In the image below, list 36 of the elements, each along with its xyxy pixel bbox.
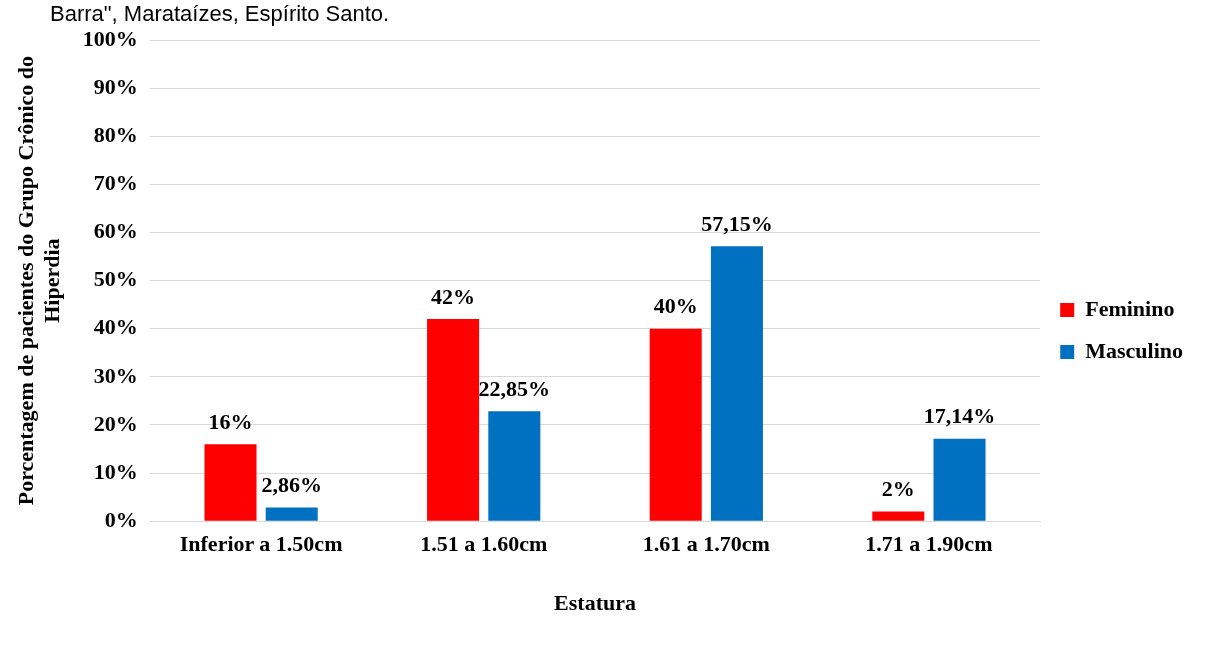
x-tick-label: Inferior a 1.50cm (179, 531, 343, 557)
data-label: 16% (208, 408, 253, 434)
legend-label: Feminino (1085, 295, 1175, 321)
y-tick-label: 40% (93, 314, 138, 340)
y-tick-label: 90% (93, 73, 138, 99)
bar (488, 411, 541, 521)
text: Barra", Marataízes, Espírito Santo. (50, 1, 390, 27)
bar (204, 444, 257, 521)
x-tick-label: 1.51 a 1.60cm (420, 531, 548, 557)
y-tick-label: 50% (93, 266, 138, 292)
y-tick-label: 100% (82, 25, 138, 51)
y-tick-label: 0% (104, 506, 138, 532)
data-label: 2,86% (261, 472, 322, 498)
data-label: 42% (431, 283, 476, 309)
legend-label: Masculino (1085, 337, 1184, 363)
y-tick-label: 10% (93, 458, 138, 484)
x-tick-label: 1.61 a 1.70cm (642, 531, 770, 557)
y-tick-label: 20% (93, 410, 138, 436)
bar (872, 511, 925, 521)
data-label: 22,85% (478, 375, 551, 401)
bar (710, 246, 763, 521)
y-tick-label: 30% (93, 362, 138, 388)
y-tick-label: 80% (93, 121, 138, 147)
data-label: 57,15% (701, 210, 773, 236)
bar (265, 507, 318, 521)
x-axis-title: Estatura (554, 590, 636, 616)
y-tick-label: 70% (93, 170, 138, 196)
data-label: 2% (881, 476, 915, 502)
data-label: 17,14% (923, 403, 996, 429)
y-axis-title: Porcentagem de pacientes do Grupo Crônico do Hiperdia (12, 55, 65, 506)
y-tick-label: 60% (93, 218, 138, 244)
bar (933, 438, 986, 521)
data-label: 40% (653, 293, 698, 319)
bar (649, 328, 702, 521)
x-tick-label: 1.71 a 1.90cm (865, 531, 993, 557)
bar (427, 319, 480, 521)
